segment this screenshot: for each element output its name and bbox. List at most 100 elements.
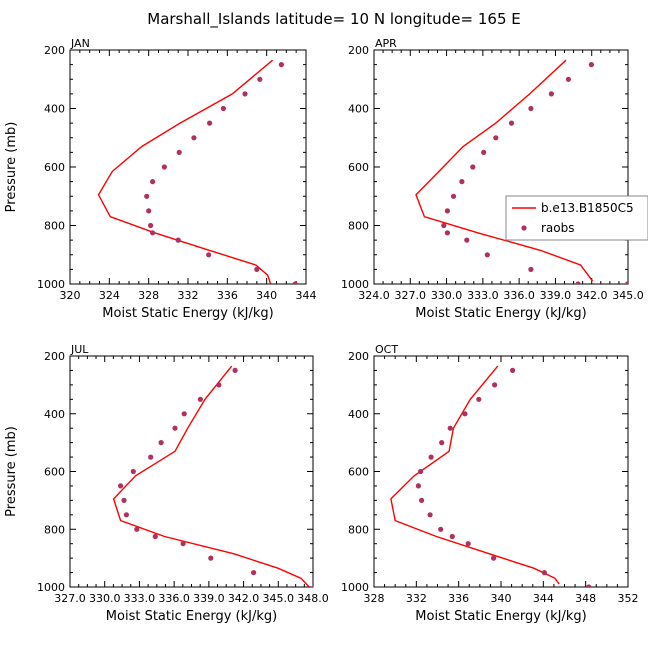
raobs-point	[447, 425, 453, 431]
raobs-point	[232, 367, 238, 373]
raobs-point	[493, 135, 499, 141]
x-tick-label: 328	[364, 592, 385, 605]
legend-label-model: b.e13.B1850C5	[541, 201, 634, 215]
raobs-point	[428, 454, 434, 460]
x-tick-label: 332	[406, 592, 427, 605]
x-tick-label: 340	[256, 289, 277, 302]
x-tick-label: 352	[618, 592, 639, 605]
x-tick-label: 324.0	[358, 289, 390, 302]
raobs-point	[220, 105, 226, 112]
raobs-point	[278, 62, 284, 68]
y-tick-label: 1000	[341, 278, 369, 291]
raobs-point	[144, 193, 150, 199]
raobs-point	[427, 512, 433, 518]
raobs-point	[191, 135, 197, 141]
raobs-point	[438, 526, 444, 532]
raobs-point	[172, 425, 178, 431]
x-tick-label: 327.0	[395, 289, 427, 302]
raobs-point	[130, 468, 136, 475]
x-axis-label: Moist Static Energy (kJ/kg)	[102, 306, 273, 321]
y-tick-label: 1000	[37, 581, 65, 594]
raobs-point	[484, 252, 490, 258]
x-axis-label: Moist Static Energy (kJ/kg)	[415, 306, 586, 321]
raobs-point	[312, 585, 313, 587]
raobs-point	[450, 193, 457, 199]
raobs-point	[418, 468, 424, 475]
x-tick-label: 340	[491, 592, 512, 605]
raobs-point	[146, 208, 152, 214]
panel-label: JAN	[70, 37, 90, 50]
y-tick-label: 800	[348, 523, 369, 536]
raobs-point	[470, 164, 476, 170]
raobs-point	[415, 483, 421, 489]
raobs-point	[508, 120, 515, 126]
y-tick-label: 600	[348, 161, 369, 174]
raobs-point	[123, 512, 129, 518]
x-tick-label: 342.0	[228, 592, 260, 605]
raobs-point	[464, 237, 470, 243]
legend-box	[505, 195, 648, 241]
y-tick-label: 800	[44, 523, 65, 536]
y-tick-label: 1000	[341, 581, 369, 594]
raobs-point	[565, 76, 572, 82]
raobs-point	[462, 411, 468, 417]
raobs-point	[439, 440, 445, 446]
y-tick-label: 800	[44, 220, 65, 233]
raobs-point	[158, 440, 164, 446]
raobs-point	[134, 526, 140, 532]
x-tick-label: 330.0	[431, 289, 463, 302]
x-tick-label: 320	[60, 289, 81, 302]
raobs-point	[441, 222, 447, 229]
raobs-point	[444, 230, 450, 236]
raobs-point	[242, 91, 248, 97]
raobs-point	[176, 149, 182, 155]
x-tick-label: 332	[178, 289, 199, 302]
panel-oct: 328 332 336 340 344 348 352 200 400 600 800 1000 OCT…	[341, 343, 639, 624]
y-tick-label: 400	[348, 103, 369, 116]
raobs-point	[161, 164, 167, 170]
x-tick-label: 324	[99, 289, 120, 302]
x-tick-label: 333.0	[124, 592, 156, 605]
raobs-point	[459, 179, 465, 185]
model-profile-line	[112, 365, 310, 587]
raobs-point	[121, 497, 127, 503]
legend-label-raobs: raobs	[541, 221, 575, 235]
raobs-point	[575, 281, 581, 284]
legend: b.e13.B1850C5 raobs	[505, 195, 648, 241]
x-tick-label: 336.0	[158, 592, 190, 605]
y-tick-label: 800	[348, 220, 369, 233]
y-tick-label: 400	[44, 408, 65, 421]
raobs-point	[197, 396, 203, 402]
raobs-point	[465, 541, 471, 547]
raobs-point	[216, 382, 222, 388]
plot-area	[390, 365, 592, 587]
raobs-point	[292, 281, 298, 284]
raobs-point	[481, 149, 487, 155]
plot-area	[415, 59, 628, 284]
y-tick-label: 200	[348, 350, 369, 363]
raobs-point	[118, 483, 124, 489]
raobs-point	[148, 222, 154, 229]
panel-label: OCT	[375, 343, 398, 356]
raobs-point	[251, 570, 257, 576]
raobs-point	[419, 497, 425, 503]
panel-jul: 327.0 330.0 333.0 336.0 339.0 342.0 345.0 348.0…	[4, 343, 329, 624]
raobs-point	[150, 179, 156, 185]
raobs-point	[206, 252, 212, 258]
raobs-point	[586, 584, 592, 587]
x-tick-label: 327.0	[54, 592, 86, 605]
y-tick-label: 200	[348, 44, 369, 57]
raobs-point	[509, 367, 516, 373]
y-tick-label: 400	[348, 408, 369, 421]
y-tick-label: 1000	[37, 278, 65, 291]
x-tick-label: 348.0	[297, 592, 329, 605]
panel-apr: 324.0 327.0 330.0 333.0 336.0 339.0 342.0 345.0…	[341, 37, 644, 321]
raobs-point	[254, 266, 260, 272]
x-tick-label: 336	[448, 592, 469, 605]
raobs-point	[208, 555, 214, 561]
raobs-point	[491, 555, 497, 561]
x-tick-label: 345.0	[612, 289, 644, 302]
legend-point-swatch	[521, 225, 527, 231]
raobs-point	[449, 533, 455, 540]
